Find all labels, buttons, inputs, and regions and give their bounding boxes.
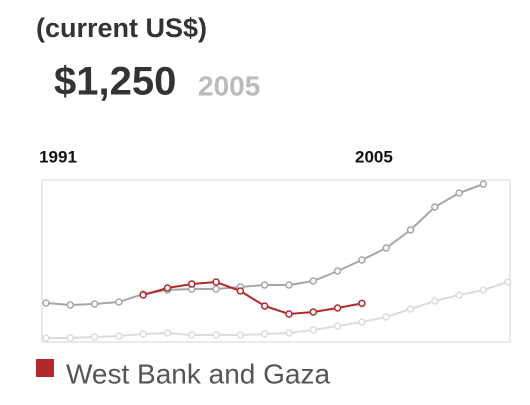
point — [66, 301, 75, 309]
point — [285, 310, 293, 318]
point — [455, 291, 463, 299]
point — [90, 300, 99, 308]
legend-swatch — [36, 359, 54, 377]
headline-year: 2005 — [198, 70, 260, 101]
point — [309, 308, 318, 316]
point — [285, 281, 293, 289]
point — [163, 284, 172, 292]
point — [285, 329, 293, 337]
point — [188, 331, 196, 339]
point — [115, 332, 123, 340]
point — [431, 297, 439, 305]
point — [163, 329, 172, 337]
point — [42, 299, 50, 307]
point — [503, 278, 512, 286]
point — [260, 302, 269, 310]
point — [212, 278, 220, 286]
point — [188, 280, 196, 288]
x-tick-label: 1991 — [39, 147, 77, 166]
point — [66, 334, 75, 342]
point — [333, 304, 342, 312]
point — [309, 277, 318, 285]
series-line — [46, 281, 509, 339]
point — [333, 267, 342, 275]
point — [358, 318, 366, 326]
series-line — [142, 280, 363, 316]
point — [455, 189, 463, 197]
x-tick-label: 2005 — [355, 147, 393, 166]
title: (current US$) — [36, 13, 207, 43]
plot-frame — [41, 179, 511, 343]
point — [431, 203, 439, 211]
point — [406, 305, 415, 313]
point — [479, 286, 488, 294]
point — [333, 322, 342, 330]
point — [90, 333, 99, 341]
point — [406, 226, 415, 234]
point — [212, 285, 220, 293]
point — [260, 281, 269, 289]
point — [212, 331, 220, 339]
point — [236, 331, 245, 339]
point — [115, 298, 123, 306]
point — [260, 330, 269, 338]
point — [358, 256, 366, 264]
point — [382, 244, 390, 252]
point — [309, 326, 318, 334]
point — [42, 334, 50, 342]
point — [382, 313, 390, 321]
point — [139, 330, 147, 338]
point — [139, 291, 147, 299]
point — [236, 287, 245, 295]
point — [479, 180, 488, 188]
headline-value: $1,250 — [54, 60, 176, 104]
legend-label: West Bank and Gaza — [66, 358, 331, 389]
point — [358, 299, 366, 308]
